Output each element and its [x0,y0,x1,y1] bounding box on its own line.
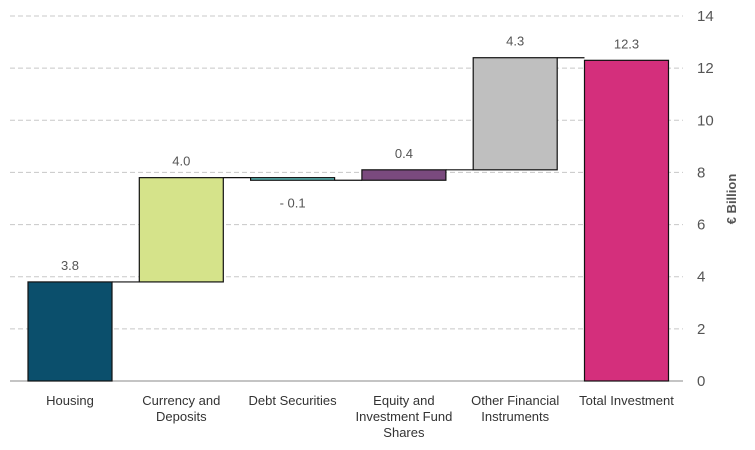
x-tick-label: Other Financial Instruments [471,393,559,424]
x-tick-label: Equity and Investment Fund Shares [355,393,452,440]
x-tick-line: Housing [46,393,94,408]
y-tick-label: 2 [697,321,705,338]
x-tick-line: Currency and [142,393,220,408]
y-tick-label: 4 [697,269,705,286]
data-label: 4.0 [172,154,190,169]
y-tick-label: 0 [697,373,705,390]
bar [472,57,558,171]
bar [583,59,670,382]
y-axis-label: € Billion [724,174,739,225]
data-label: 4.3 [506,34,524,49]
bar [250,177,336,181]
bar [361,169,447,181]
x-tick-label: Housing [46,393,94,408]
x-tick-line: Total Investment [579,393,674,408]
x-tick-line: Deposits [156,409,207,424]
x-tick-line: Equity and [373,393,434,408]
data-label: 0.4 [395,146,413,161]
y-tick-label: 12 [697,60,714,77]
y-tick-label: 10 [697,112,714,129]
x-tick-line: Instruments [481,409,549,424]
y-tick-label: 14 [697,8,714,25]
y-tick-label: 6 [697,217,705,234]
data-label: 12.3 [614,36,639,51]
x-tick-line: Other Financial [471,393,559,408]
x-tick-label: Currency and Deposits [142,393,220,424]
data-label: - 0.1 [280,195,306,210]
x-tick-label: Debt Securities [249,393,338,408]
x-tick-line: Debt Securities [249,393,338,408]
x-tick-label: Total Investment [579,393,674,408]
data-label: 3.8 [61,258,79,273]
bar [27,281,113,382]
y-tick-label: 8 [697,164,705,181]
bar [138,177,224,283]
x-tick-line: Investment Fund [355,409,452,424]
x-tick-line: Shares [383,425,425,440]
